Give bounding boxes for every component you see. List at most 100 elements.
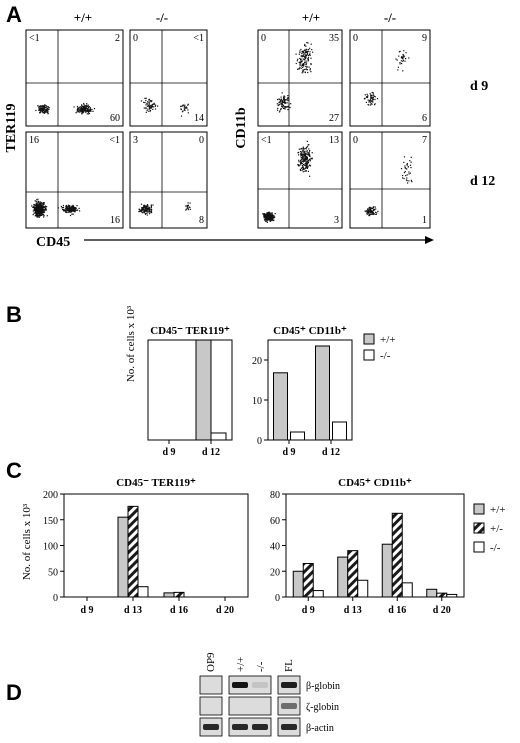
quadrant-tl-value: 3 (133, 135, 138, 146)
flow-event-dot (36, 202, 38, 204)
bar-+--d16 (391, 512, 403, 598)
legend-c: +/+ +/- -/- (473, 503, 505, 554)
flow-event-dot (367, 103, 369, 106)
blot-band (232, 682, 248, 688)
flow-event-dot (41, 206, 43, 208)
flow-event-dot (368, 101, 370, 103)
flow-event-dot (44, 111, 46, 114)
x-tick-label: d 13 (124, 605, 142, 616)
flow-event-dot (402, 60, 404, 62)
flow-event-dot (309, 155, 311, 157)
flow-event-dot (301, 155, 303, 157)
flow-event-dot (41, 205, 43, 207)
flow-event-dot (268, 211, 270, 213)
flow-plot-frame (349, 131, 431, 229)
flow-event-dot (309, 53, 311, 55)
bar----d13 (137, 586, 149, 598)
flow-event-dot (269, 217, 271, 219)
blot-band (281, 682, 297, 688)
flow-event-dot (87, 109, 89, 111)
blot-band (281, 703, 297, 709)
flow-event-dot (287, 99, 289, 102)
western-blot-grid: β-globin ζ-globin β-actin (199, 675, 340, 737)
blot-band (252, 724, 268, 730)
quadrant-tr-value: 7 (422, 135, 427, 146)
flow-event-dot (37, 208, 39, 210)
flow-event-dot (266, 214, 269, 216)
flow-event-dot (307, 160, 309, 162)
flow-event-dot (307, 146, 309, 148)
flow-event-dot (307, 71, 309, 74)
flow-event-dot (281, 103, 283, 105)
flow-event-dot (302, 50, 304, 52)
flow-event-dot (81, 105, 83, 107)
flow-event-dot (152, 108, 154, 110)
flow-event-dot (283, 105, 285, 107)
flow-event-dot (308, 144, 310, 146)
blot-box-wt-ko (228, 696, 272, 716)
chart-c-ylabel: No. of cells x 10³ (21, 503, 33, 580)
flow-event-dot (374, 104, 376, 106)
flow-event-dot (405, 58, 407, 60)
flow-event-dot (142, 206, 145, 209)
x-tick-label: d 16 (170, 605, 188, 616)
flow-event-dot (304, 159, 307, 161)
flow-event-dot (302, 155, 304, 157)
flow-event-dot (86, 105, 88, 107)
flow-event-dot (287, 98, 289, 100)
flow-event-dot (65, 211, 67, 213)
flow-event-dot (312, 51, 314, 53)
flow-event-dot (155, 104, 157, 106)
flow-event-dot (264, 218, 267, 220)
y-tick-label: 50 (48, 567, 58, 578)
xlabel-cd45: CD45 (36, 235, 70, 250)
flow-event-dot (82, 112, 84, 114)
flow-event-dot (35, 215, 38, 217)
flow-event-dot (78, 110, 80, 112)
flow-event-dot (44, 208, 46, 211)
flow-event-dot (145, 108, 147, 110)
flow-event-dot (281, 105, 283, 108)
flow-event-dot (43, 111, 45, 113)
flow-plot: 0 9 6 (349, 29, 431, 127)
legend-swatch-ko (473, 541, 485, 553)
blot-row-label: β-globin (306, 681, 340, 692)
flow-event-dot (299, 61, 301, 63)
flow-event-dot (305, 152, 307, 154)
flow-event-dot (308, 148, 310, 150)
flow-event-dot (37, 212, 39, 214)
flow-event-dot (35, 210, 37, 212)
flow-event-dot (38, 105, 40, 107)
flow-event-dot (144, 209, 146, 211)
flow-event-dot (303, 153, 305, 155)
flow-event-dot (285, 106, 287, 108)
flow-event-dot (183, 106, 185, 108)
flow-event-dot (69, 209, 71, 211)
row-label-d9: d 9 (470, 79, 488, 94)
flow-event-dot (153, 103, 156, 105)
flow-event-dot (80, 108, 82, 110)
flow-event-dot (150, 105, 152, 107)
flow-event-dot (309, 68, 311, 70)
flow-event-dot (33, 207, 35, 209)
flow-event-dot (90, 110, 92, 112)
flow-event-dot (270, 213, 272, 215)
flow-event-dot (411, 181, 413, 183)
flow-event-dot (397, 66, 399, 68)
flow-event-dot (301, 56, 303, 58)
flow-event-dot (400, 57, 402, 59)
flow-event-dot (299, 169, 302, 172)
flow-event-dot (86, 103, 88, 105)
flow-event-dot (306, 66, 308, 68)
flow-event-dot (307, 154, 309, 156)
flow-event-dot (77, 111, 80, 113)
flow-event-dot (138, 211, 140, 213)
flow-event-dot (41, 206, 44, 208)
flow-event-dot (140, 209, 142, 211)
flow-event-dot (302, 58, 304, 60)
flow-event-dot (150, 210, 152, 212)
flow-event-dot (364, 94, 366, 96)
flow-event-dot (298, 154, 300, 156)
flow-event-dot (265, 218, 267, 220)
flow-event-dot (403, 50, 405, 52)
